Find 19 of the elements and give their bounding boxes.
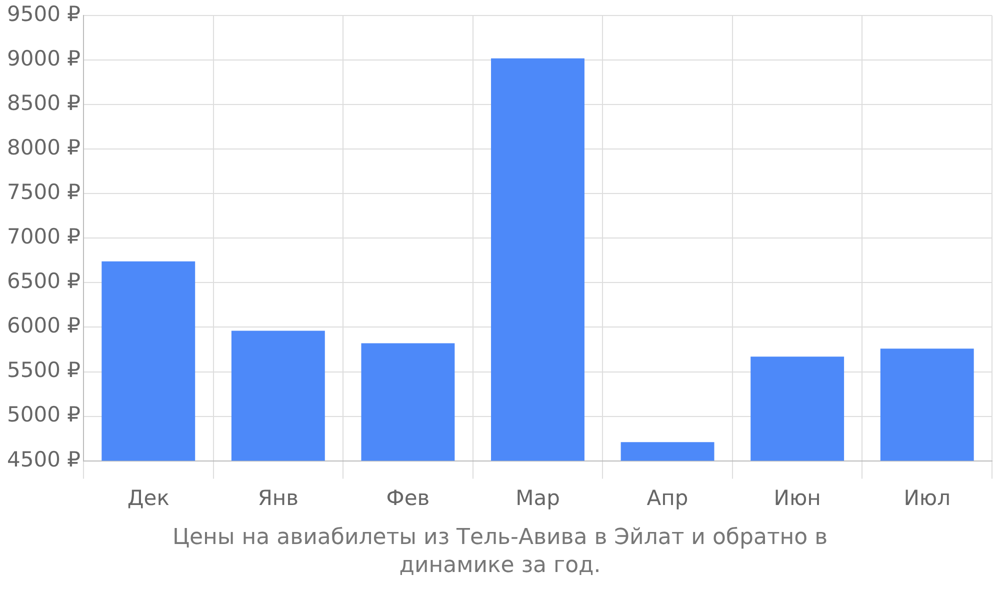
y-tick-label: 5000 ₽ [6, 402, 80, 427]
y-tick-label: 7500 ₽ [6, 180, 80, 204]
x-tick-label: Янв [258, 486, 299, 510]
y-tick-label: 7000 ₽ [6, 224, 80, 249]
x-tick-label: Фев [386, 486, 430, 510]
y-tick-label: 4500 ₽ [6, 447, 80, 472]
x-tick-label: Дек [127, 486, 170, 510]
x-tick-label: Июн [774, 486, 821, 510]
y-tick-label: 5500 ₽ [6, 358, 80, 382]
y-tick-label: 8000 ₽ [6, 136, 80, 160]
y-tick-label: 6000 ₽ [6, 314, 80, 338]
y-tick-label: 8500 ₽ [6, 91, 80, 116]
x-tick-label: Июл [904, 486, 951, 510]
text: Цены на авиабилеты из Тель-Авива в Эйлат и обратно в динамике за год. [171, 524, 829, 580]
y-tick-label: 9000 ₽ [6, 46, 80, 71]
y-tick-label: 9500 ₽ [6, 2, 80, 26]
y-tick-label: 6500 ₽ [6, 269, 80, 294]
x-tick-label: Апр [646, 486, 688, 510]
x-tick-label: Мар [516, 486, 560, 510]
